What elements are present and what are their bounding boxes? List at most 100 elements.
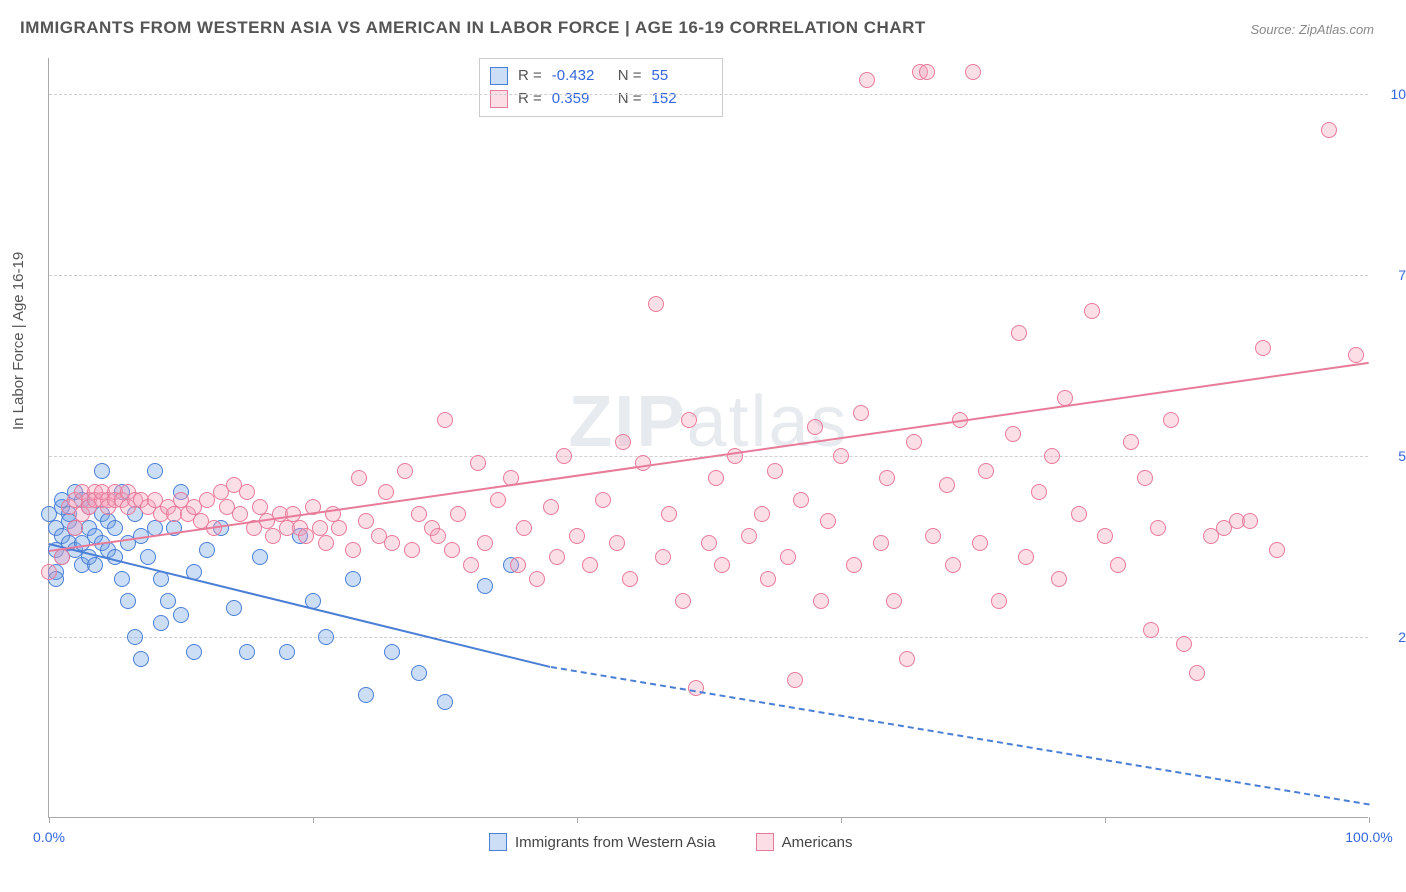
x-tick-mark bbox=[577, 817, 578, 823]
x-tick-mark bbox=[49, 817, 50, 823]
y-axis-label: In Labor Force | Age 16-19 bbox=[10, 252, 27, 430]
r-value: -0.432 bbox=[552, 65, 608, 88]
data-point bbox=[120, 593, 136, 609]
data-point bbox=[1163, 412, 1179, 428]
legend-stats-box: R = -0.432 N = 55 R = 0.359 N = 152 bbox=[479, 58, 723, 117]
data-point bbox=[345, 571, 361, 587]
data-point bbox=[945, 557, 961, 573]
data-point bbox=[239, 644, 255, 660]
data-point bbox=[226, 600, 242, 616]
data-point bbox=[965, 64, 981, 80]
data-point bbox=[899, 651, 915, 667]
data-point bbox=[595, 492, 611, 508]
data-point bbox=[510, 557, 526, 573]
data-point bbox=[879, 470, 895, 486]
data-point bbox=[655, 549, 671, 565]
data-point bbox=[470, 455, 486, 471]
data-point bbox=[67, 520, 83, 536]
chart-title: IMMIGRANTS FROM WESTERN ASIA VS AMERICAN… bbox=[20, 18, 926, 38]
data-point bbox=[1018, 549, 1034, 565]
data-point bbox=[444, 542, 460, 558]
data-point bbox=[173, 607, 189, 623]
data-point bbox=[787, 672, 803, 688]
data-point bbox=[714, 557, 730, 573]
data-point bbox=[919, 64, 935, 80]
data-point bbox=[813, 593, 829, 609]
bottom-legend: Immigrants from Western Asia Americans bbox=[489, 833, 852, 851]
legend-stats-row: R = 0.359 N = 152 bbox=[490, 88, 708, 111]
data-point bbox=[978, 463, 994, 479]
gridline bbox=[49, 637, 1368, 638]
data-point bbox=[450, 506, 466, 522]
data-point bbox=[615, 434, 631, 450]
data-point bbox=[318, 629, 334, 645]
data-point bbox=[853, 405, 869, 421]
data-point bbox=[741, 528, 757, 544]
watermark: ZIPatlas bbox=[568, 381, 848, 463]
legend-swatch-icon bbox=[490, 90, 508, 108]
data-point bbox=[1269, 542, 1285, 558]
data-point bbox=[820, 513, 836, 529]
x-tick-label: 100.0% bbox=[1345, 829, 1392, 845]
x-tick-mark bbox=[313, 817, 314, 823]
r-value: 0.359 bbox=[552, 88, 608, 111]
data-point bbox=[127, 629, 143, 645]
data-point bbox=[1348, 347, 1364, 363]
data-point bbox=[1051, 571, 1067, 587]
data-point bbox=[147, 463, 163, 479]
data-point bbox=[754, 506, 770, 522]
legend-swatch-icon bbox=[489, 833, 507, 851]
data-point bbox=[378, 484, 394, 500]
data-point bbox=[54, 549, 70, 565]
data-point bbox=[114, 571, 130, 587]
data-point bbox=[437, 412, 453, 428]
data-point bbox=[543, 499, 559, 515]
trend-line bbox=[550, 666, 1369, 805]
data-point bbox=[41, 564, 57, 580]
data-point bbox=[397, 463, 413, 479]
data-point bbox=[87, 557, 103, 573]
data-point bbox=[1176, 636, 1192, 652]
data-point bbox=[991, 593, 1007, 609]
y-tick-label: 25.0% bbox=[1378, 629, 1406, 645]
data-point bbox=[331, 520, 347, 536]
data-point bbox=[859, 72, 875, 88]
data-point bbox=[1084, 303, 1100, 319]
n-value: 55 bbox=[652, 65, 708, 88]
data-point bbox=[384, 644, 400, 660]
legend-item: Immigrants from Western Asia bbox=[489, 833, 716, 851]
data-point bbox=[648, 296, 664, 312]
gridline bbox=[49, 275, 1368, 276]
legend-label: Immigrants from Western Asia bbox=[515, 834, 716, 851]
data-point bbox=[569, 528, 585, 544]
data-point bbox=[1011, 325, 1027, 341]
data-point bbox=[477, 578, 493, 594]
data-point bbox=[133, 651, 149, 667]
data-point bbox=[1044, 448, 1060, 464]
data-point bbox=[411, 506, 427, 522]
y-tick-label: 50.0% bbox=[1378, 448, 1406, 464]
data-point bbox=[345, 542, 361, 558]
data-point bbox=[1255, 340, 1271, 356]
gridline bbox=[49, 94, 1368, 95]
data-point bbox=[1242, 513, 1258, 529]
data-point bbox=[1123, 434, 1139, 450]
data-point bbox=[1110, 557, 1126, 573]
data-point bbox=[549, 549, 565, 565]
data-point bbox=[1005, 426, 1021, 442]
data-point bbox=[490, 492, 506, 508]
data-point bbox=[972, 535, 988, 551]
data-point bbox=[1143, 622, 1159, 638]
data-point bbox=[939, 477, 955, 493]
data-point bbox=[1189, 665, 1205, 681]
data-point bbox=[622, 571, 638, 587]
data-point bbox=[767, 463, 783, 479]
data-point bbox=[351, 470, 367, 486]
data-point bbox=[463, 557, 479, 573]
data-point bbox=[760, 571, 776, 587]
data-point bbox=[411, 665, 427, 681]
data-point bbox=[160, 593, 176, 609]
data-point bbox=[384, 535, 400, 551]
data-point bbox=[925, 528, 941, 544]
data-point bbox=[582, 557, 598, 573]
